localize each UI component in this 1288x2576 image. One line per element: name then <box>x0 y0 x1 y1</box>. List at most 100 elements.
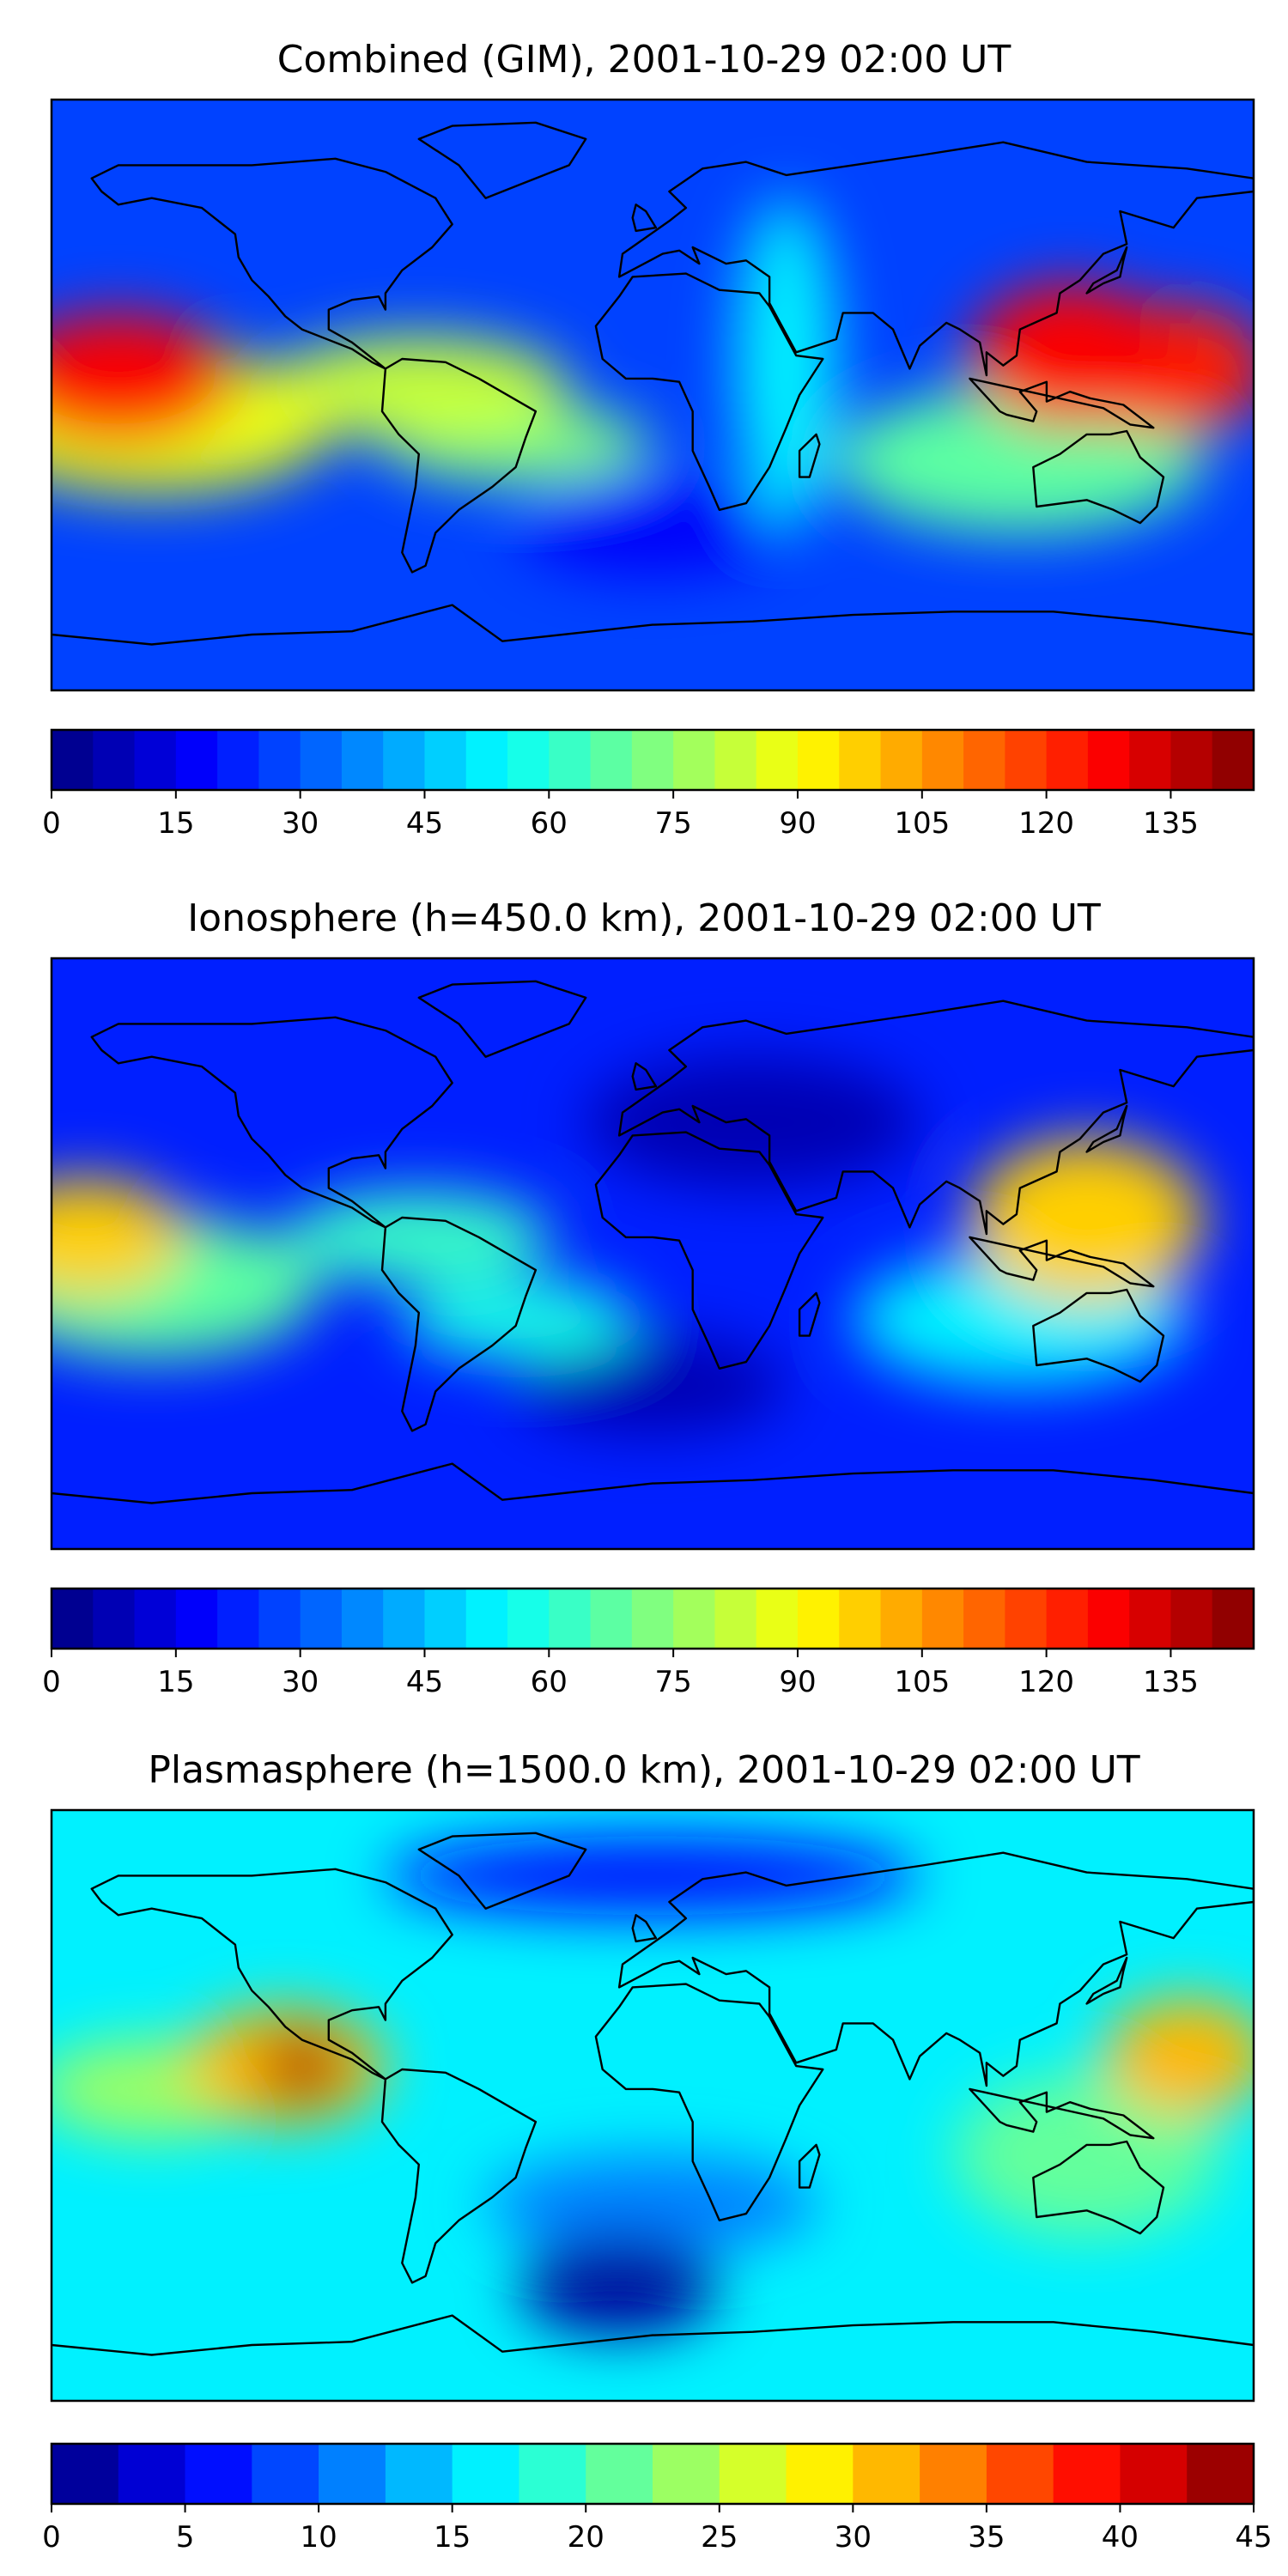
heatmap-feature <box>953 2072 1221 2237</box>
map-frame <box>50 957 1255 1551</box>
coastline-australia <box>1032 1288 1165 1383</box>
coastline-greenland <box>417 121 587 199</box>
colorbar-segment <box>797 1589 840 1649</box>
colorbar-segment <box>465 730 508 790</box>
colorbar-segment <box>590 1589 633 1649</box>
colorbar-segment <box>673 1589 716 1649</box>
heatmap-field <box>52 958 1254 1549</box>
coastline-south-america <box>380 2068 538 2284</box>
colorbar-tick-label: 90 <box>779 806 816 841</box>
coastline-madagascar <box>798 433 821 478</box>
colorbar-segment <box>252 2444 319 2504</box>
heatmap-feature <box>969 283 1170 428</box>
heatmap-field <box>52 100 1254 690</box>
colorbar-segment <box>839 730 882 790</box>
coastline-japan <box>1085 246 1128 295</box>
colorbar-segment <box>217 1589 259 1649</box>
coastline-madagascar <box>798 2143 821 2189</box>
colorbar-segment <box>653 2444 720 2504</box>
coastline-north-america <box>90 1868 453 2081</box>
heatmap-feature <box>485 2154 820 2253</box>
coastline-uk <box>631 204 658 233</box>
colorbar-segment <box>1129 1589 1172 1649</box>
colorbar-segment <box>1212 1589 1255 1649</box>
colorbar-segment <box>719 2444 787 2504</box>
colorbar-segment <box>786 2444 854 2504</box>
colorbar-tick-label: 0 <box>42 806 61 841</box>
colorbar-segment <box>714 1589 757 1649</box>
colorbar-tick-label: 105 <box>894 806 950 841</box>
colorbar-segment <box>1005 1589 1048 1649</box>
colorbar-segment <box>714 730 757 790</box>
coastline-north-america <box>90 157 453 370</box>
colorbar-segment <box>1005 730 1048 790</box>
colorbar-tick-label: 30 <box>282 1665 319 1699</box>
colorbar-segment <box>52 2444 119 2504</box>
colorbar-tick-label: 45 <box>406 806 443 841</box>
colorbar-tick-label: 90 <box>779 1665 816 1699</box>
coastline-south-america <box>380 1216 538 1432</box>
colorbar-segment <box>383 730 426 790</box>
heatmap-feature <box>52 313 235 445</box>
colorbar-segment <box>673 730 716 790</box>
heatmap-feature <box>1103 1996 1254 2116</box>
colorbar-frame <box>50 1587 1255 1650</box>
coastline-north-america <box>90 1016 453 1229</box>
colorbar-segment <box>383 1589 426 1649</box>
colorbar-segment <box>52 730 94 790</box>
colorbar-segment <box>1087 1589 1130 1649</box>
colorbar-tick-label: 120 <box>1018 806 1074 841</box>
colorbar-segment <box>549 730 592 790</box>
colorbar-segment <box>921 1589 964 1649</box>
colorbar-segment <box>756 730 799 790</box>
colorbar-segment <box>1087 730 1130 790</box>
colorbar-segment <box>507 730 550 790</box>
colorbar-tick-label: 15 <box>157 806 194 841</box>
heatmap-feature <box>519 1335 787 1435</box>
colorbar-segment <box>258 730 301 790</box>
colorbar-tick-label: 60 <box>531 806 568 841</box>
coastline-japan <box>1085 1104 1128 1153</box>
coastline-australia <box>1032 2140 1165 2235</box>
colorbar-segment <box>963 730 1005 790</box>
colorbar-segment <box>839 1589 882 1649</box>
colorbar-segment <box>756 1589 799 1649</box>
colorbar-segment <box>52 1589 94 1649</box>
coastline-uk <box>631 1062 658 1091</box>
colorbar-segment <box>586 2444 653 2504</box>
heatmap-feature <box>268 336 569 441</box>
colorbar-tick-label: 120 <box>1018 1665 1074 1699</box>
coastline-indonesia <box>969 377 1155 429</box>
coastline-australia <box>1032 429 1165 525</box>
coastline-japan <box>1085 1956 1128 2005</box>
heatmap-feature <box>385 1836 920 1916</box>
coastline-indonesia <box>969 1236 1155 1288</box>
colorbar-segment <box>1129 730 1172 790</box>
heatmap-feature <box>969 1139 1204 1303</box>
heatmap-feature <box>519 2236 720 2336</box>
colorbar-ionosphere: 0 15 30 45 60 75 90 105 120 135 <box>42 1587 1255 1699</box>
colorbar-segment <box>880 730 923 790</box>
colorbar-segment <box>300 730 343 790</box>
colorbar-segment <box>590 730 633 790</box>
colorbar-segment <box>797 730 840 790</box>
colorbar-combined: 0 15 30 45 60 75 90 105 120 135 <box>42 728 1255 841</box>
colorbar-tick-label: 45 <box>406 1665 443 1699</box>
colorbar-frame <box>50 728 1255 792</box>
colorbar-segment <box>1053 2444 1121 2504</box>
coastline-antarctica <box>52 604 1254 646</box>
colorbar-segment <box>1187 2444 1255 2504</box>
colorbar-segment <box>1120 2444 1188 2504</box>
colorbar-segment <box>300 1589 343 1649</box>
colorbar-tick-label: 75 <box>655 1665 692 1699</box>
colorbar-segment <box>986 2444 1054 2504</box>
coastline-uk <box>631 1914 658 1943</box>
colorbar-tick-label: 45 <box>1235 2520 1272 2555</box>
colorbar-tick-label: 0 <box>42 2520 61 2555</box>
colorbar-segment <box>185 2444 252 2504</box>
map-frame <box>50 1808 1255 2403</box>
colorbar-segment <box>921 730 964 790</box>
colorbar-segment <box>118 2444 186 2504</box>
colorbar-segment <box>1170 730 1213 790</box>
colorbar-segment <box>631 1589 674 1649</box>
